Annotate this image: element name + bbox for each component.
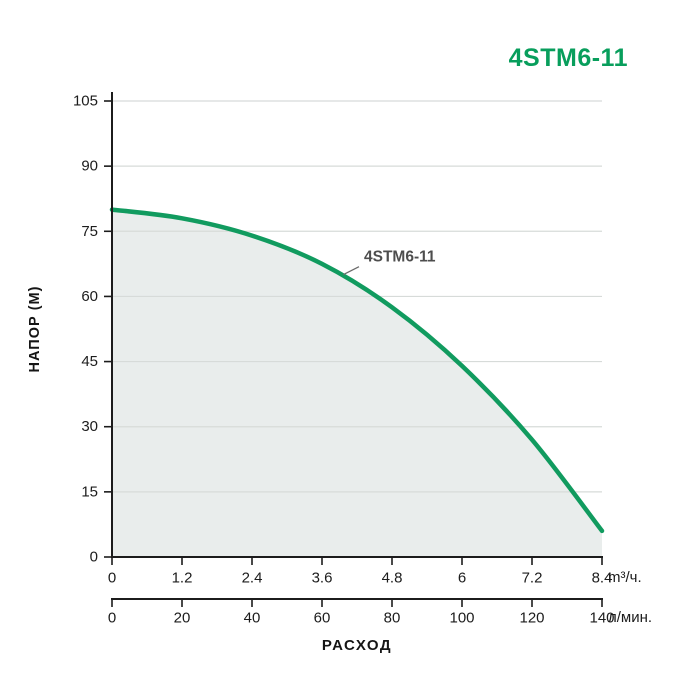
y-tick-label: 15 xyxy=(81,483,98,500)
x-tick-label-secondary: 40 xyxy=(244,610,261,627)
x-axis-secondary-unit: л/мин. xyxy=(608,609,653,626)
x-tick-label-secondary: 100 xyxy=(449,610,474,627)
x-tick-label-secondary: 0 xyxy=(108,610,116,627)
curve-area-fill xyxy=(112,209,602,557)
x-tick-label-secondary: 20 xyxy=(174,610,191,627)
x-tick-label-primary: 1.2 xyxy=(172,570,193,587)
y-tick-label: 60 xyxy=(81,288,98,305)
x-tick-label-primary: 8.4 xyxy=(592,570,613,587)
x-tick-label-primary: 2.4 xyxy=(242,570,263,587)
y-tick-label: 30 xyxy=(81,418,98,435)
x-tick-label-primary: 6 xyxy=(458,570,466,587)
x-tick-label-secondary: 140 xyxy=(589,610,614,627)
x-tick-label-secondary: 80 xyxy=(384,610,401,627)
x-axis-primary-unit: m³/ч. xyxy=(608,569,642,586)
y-tick-label: 105 xyxy=(73,93,98,110)
y-tick-label: 45 xyxy=(81,353,98,370)
y-tick-label: 90 xyxy=(81,158,98,175)
x-tick-label-secondary: 60 xyxy=(314,610,331,627)
x-tick-label-primary: 3.6 xyxy=(312,570,333,587)
y-tick-label: 75 xyxy=(81,223,98,240)
x-tick-label-primary: 7.2 xyxy=(522,570,543,587)
x-tick-label-primary: 4.8 xyxy=(382,570,403,587)
annotation-leader-line xyxy=(343,266,360,276)
pump-curve xyxy=(109,207,605,534)
x-axis-title: РАСХОД xyxy=(321,637,393,654)
curve-annotation-label: 4STM6-11 xyxy=(364,249,436,266)
x-tick-label-primary: 0 xyxy=(108,570,116,587)
page-title: 4STM6-11 xyxy=(508,44,628,72)
y-tick-label: 0 xyxy=(90,549,98,566)
x-tick-label-secondary: 120 xyxy=(519,610,544,627)
